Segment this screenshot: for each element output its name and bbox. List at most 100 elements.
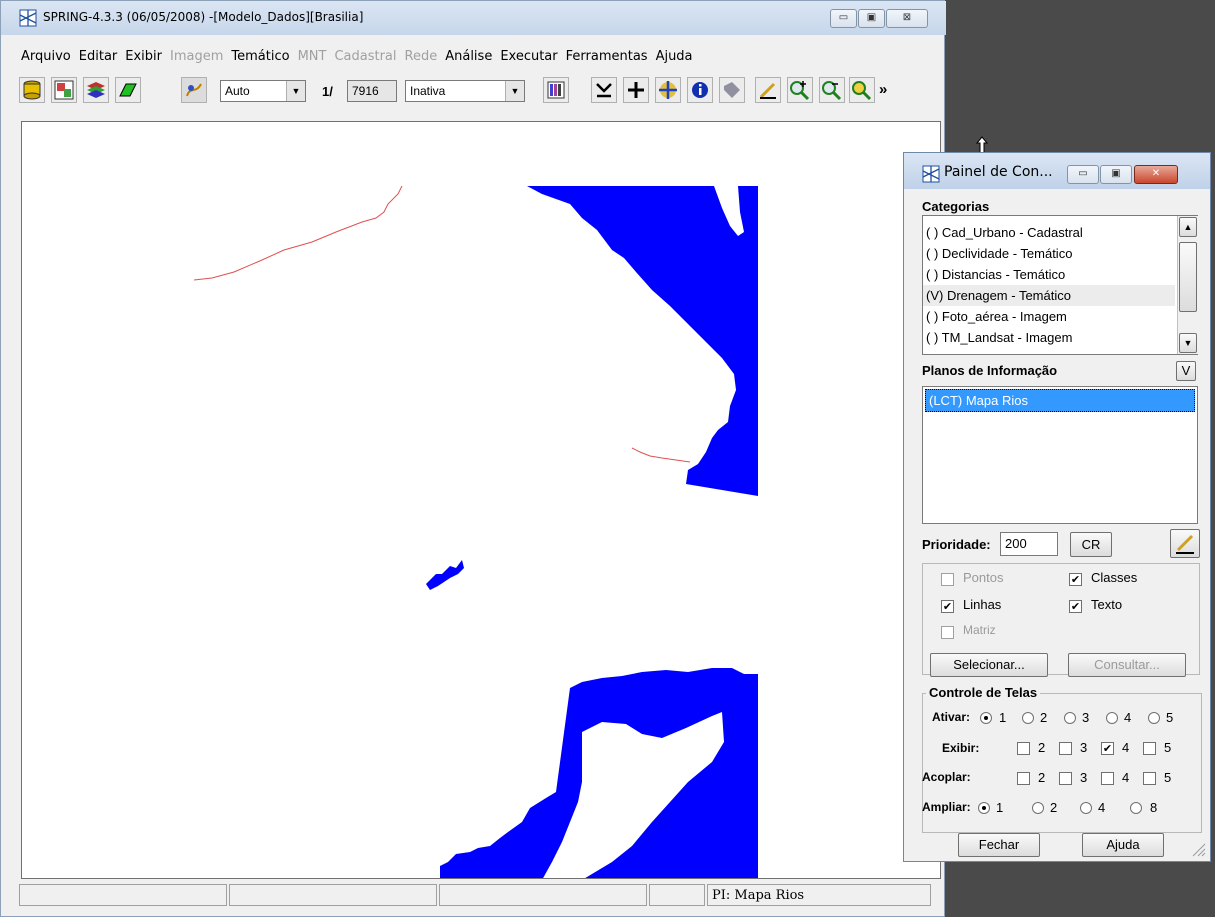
- ampliar-radio-8[interactable]: [1130, 802, 1142, 814]
- list-item-selected[interactable]: (LCT) Mapa Rios: [925, 389, 1195, 412]
- scroll-up-icon[interactable]: ▲: [1179, 217, 1197, 237]
- chevron-down-icon[interactable]: ▼: [505, 81, 524, 101]
- title-bar[interactable]: SPRING-4.3.3 (06/05/2008) -[Modelo_Dados…: [1, 1, 946, 35]
- pontos-checkbox[interactable]: [941, 573, 954, 586]
- categorias-list[interactable]: ( ) Cad_Urbano - Cadastral ( ) Declivida…: [922, 215, 1198, 355]
- panel-title: Painel de Con...: [944, 164, 1053, 180]
- menu-exibir[interactable]: Exibir: [125, 49, 162, 64]
- menu-ferramentas[interactable]: Ferramentas: [565, 49, 648, 64]
- layers-icon[interactable]: [83, 77, 109, 103]
- zoom-mode-value: Auto: [225, 84, 250, 98]
- panel-maximize-button[interactable]: ▣: [1100, 165, 1132, 184]
- list-item[interactable]: ( ) TM_Landsat - Imagem: [926, 330, 1073, 345]
- zoom-mode-select[interactable]: Auto ▼: [220, 80, 306, 102]
- categorias-scrollbar[interactable]: ▲ ▼: [1177, 216, 1198, 354]
- menu-arquivo[interactable]: Arquivo: [21, 49, 71, 64]
- chevron-down-icon[interactable]: ▼: [286, 81, 305, 101]
- classes-label: Classes: [1091, 570, 1138, 585]
- selecionar-button[interactable]: Selecionar...: [930, 653, 1048, 677]
- exibir-checkbox-4[interactable]: ✔: [1101, 742, 1114, 755]
- resize-grip-icon[interactable]: [1190, 841, 1206, 857]
- classes-checkbox[interactable]: ✔: [1069, 573, 1082, 586]
- palette-icon[interactable]: [543, 77, 569, 103]
- drainage-line-upper: [193, 185, 403, 281]
- exibir-checkbox-5[interactable]: [1143, 742, 1156, 755]
- edit-visual-button[interactable]: [1170, 529, 1200, 558]
- zoom-out-icon[interactable]: [819, 77, 845, 103]
- ativar-radio-2[interactable]: [1022, 712, 1034, 724]
- planos-v-button[interactable]: V: [1176, 361, 1196, 381]
- consultar-button[interactable]: Consultar...: [1068, 653, 1186, 677]
- menu-editar[interactable]: Editar: [78, 49, 118, 64]
- ativar-radio-3[interactable]: [1064, 712, 1076, 724]
- scale-input[interactable]: 7916: [347, 80, 397, 102]
- menu-rede[interactable]: Rede: [404, 49, 438, 64]
- exibir-checkbox-2[interactable]: [1017, 742, 1030, 755]
- project-icon[interactable]: [51, 77, 77, 103]
- more-tools-button[interactable]: »: [879, 81, 888, 98]
- menu-bar: Arquivo Editar Exibir Imagem Temático MNT Cada…: [1, 46, 946, 68]
- matriz-checkbox[interactable]: [941, 626, 954, 639]
- list-item[interactable]: ( ) Cad_Urbano - Cadastral: [926, 225, 1083, 240]
- acoplar-checkbox-4[interactable]: [1101, 772, 1114, 785]
- panel-minimize-button[interactable]: ▭: [1067, 165, 1099, 184]
- cursor-info-icon[interactable]: [591, 77, 617, 103]
- acoplar-checkbox-3[interactable]: [1059, 772, 1072, 785]
- prioridade-input[interactable]: 200: [1000, 532, 1058, 556]
- menu-imagem[interactable]: Imagem: [170, 49, 224, 64]
- zoom-in-icon[interactable]: [787, 77, 813, 103]
- menu-cadastral[interactable]: Cadastral: [334, 49, 397, 64]
- ampliar-radio-4[interactable]: [1080, 802, 1092, 814]
- crosshair-icon[interactable]: [623, 77, 649, 103]
- pencil-icon[interactable]: [755, 77, 781, 103]
- menu-mnt[interactable]: MNT: [297, 49, 327, 64]
- ativar-radio-5[interactable]: [1148, 712, 1160, 724]
- texto-checkbox[interactable]: ✔: [1069, 600, 1082, 613]
- ampliar-radio-1[interactable]: [978, 802, 990, 814]
- menu-executar[interactable]: Executar: [500, 49, 558, 64]
- control-panel-window: Painel de Con... ▭ ▣ ✕ Categorias ( ) Ca…: [903, 152, 1211, 862]
- close-button[interactable]: ⊠: [886, 9, 928, 28]
- list-item[interactable]: ( ) Foto_aérea - Imagem: [926, 309, 1067, 324]
- panel-title-bar[interactable]: Painel de Con... ▭ ▣ ✕: [904, 153, 1210, 189]
- cr-button[interactable]: CR: [1070, 532, 1112, 557]
- mode-select[interactable]: Inativa ▼: [405, 80, 525, 102]
- ampliar-4-label: 4: [1098, 800, 1106, 815]
- info-icon[interactable]: [687, 77, 713, 103]
- ajuda-button[interactable]: Ajuda: [1082, 833, 1164, 857]
- ampliar-label: Ampliar:: [922, 800, 971, 814]
- pan-icon[interactable]: [655, 77, 681, 103]
- matriz-label: Matriz: [963, 623, 996, 637]
- acoplar-checkbox-2[interactable]: [1017, 772, 1030, 785]
- panel-close-button[interactable]: ✕: [1134, 165, 1178, 184]
- window-title: SPRING-4.3.3 (06/05/2008) -[Modelo_Dados…: [43, 10, 364, 24]
- draw-polygon-icon[interactable]: [115, 77, 141, 103]
- list-item[interactable]: ( ) Distancias - Temático: [926, 267, 1066, 282]
- zoom-window-icon[interactable]: [849, 77, 875, 103]
- maximize-button[interactable]: ▣: [858, 9, 885, 28]
- menu-analise[interactable]: Análise: [445, 49, 493, 64]
- minimize-button[interactable]: ▭: [830, 9, 857, 28]
- list-item-selected[interactable]: (V) Drenagem - Temático: [923, 285, 1175, 306]
- planos-list[interactable]: (LCT) Mapa Rios: [922, 386, 1198, 524]
- ampliar-radio-2[interactable]: [1032, 802, 1044, 814]
- acoplar-checkbox-5[interactable]: [1143, 772, 1156, 785]
- linhas-checkbox[interactable]: ✔: [941, 600, 954, 613]
- map-canvas[interactable]: [21, 121, 941, 879]
- draw-tool-icon[interactable]: [181, 77, 207, 103]
- scroll-thumb[interactable]: [1179, 242, 1197, 312]
- database-icon[interactable]: [19, 77, 45, 103]
- list-item[interactable]: ( ) Declividade - Temático: [926, 246, 1073, 261]
- scroll-down-icon[interactable]: ▼: [1179, 333, 1197, 353]
- ativar-radio-1[interactable]: [980, 712, 992, 724]
- exibir-checkbox-3[interactable]: [1059, 742, 1072, 755]
- fechar-button[interactable]: Fechar: [958, 833, 1040, 857]
- menu-ajuda[interactable]: Ajuda: [655, 49, 693, 64]
- controle-telas-label: Controle de Telas: [926, 685, 1041, 700]
- menu-tematico[interactable]: Temático: [231, 49, 290, 64]
- spring-app-icon: [922, 165, 940, 183]
- ativar-radio-4[interactable]: [1106, 712, 1118, 724]
- acoplar-2-label: 2: [1038, 770, 1046, 785]
- tag-icon[interactable]: [719, 77, 745, 103]
- ativar-2-label: 2: [1040, 710, 1048, 725]
